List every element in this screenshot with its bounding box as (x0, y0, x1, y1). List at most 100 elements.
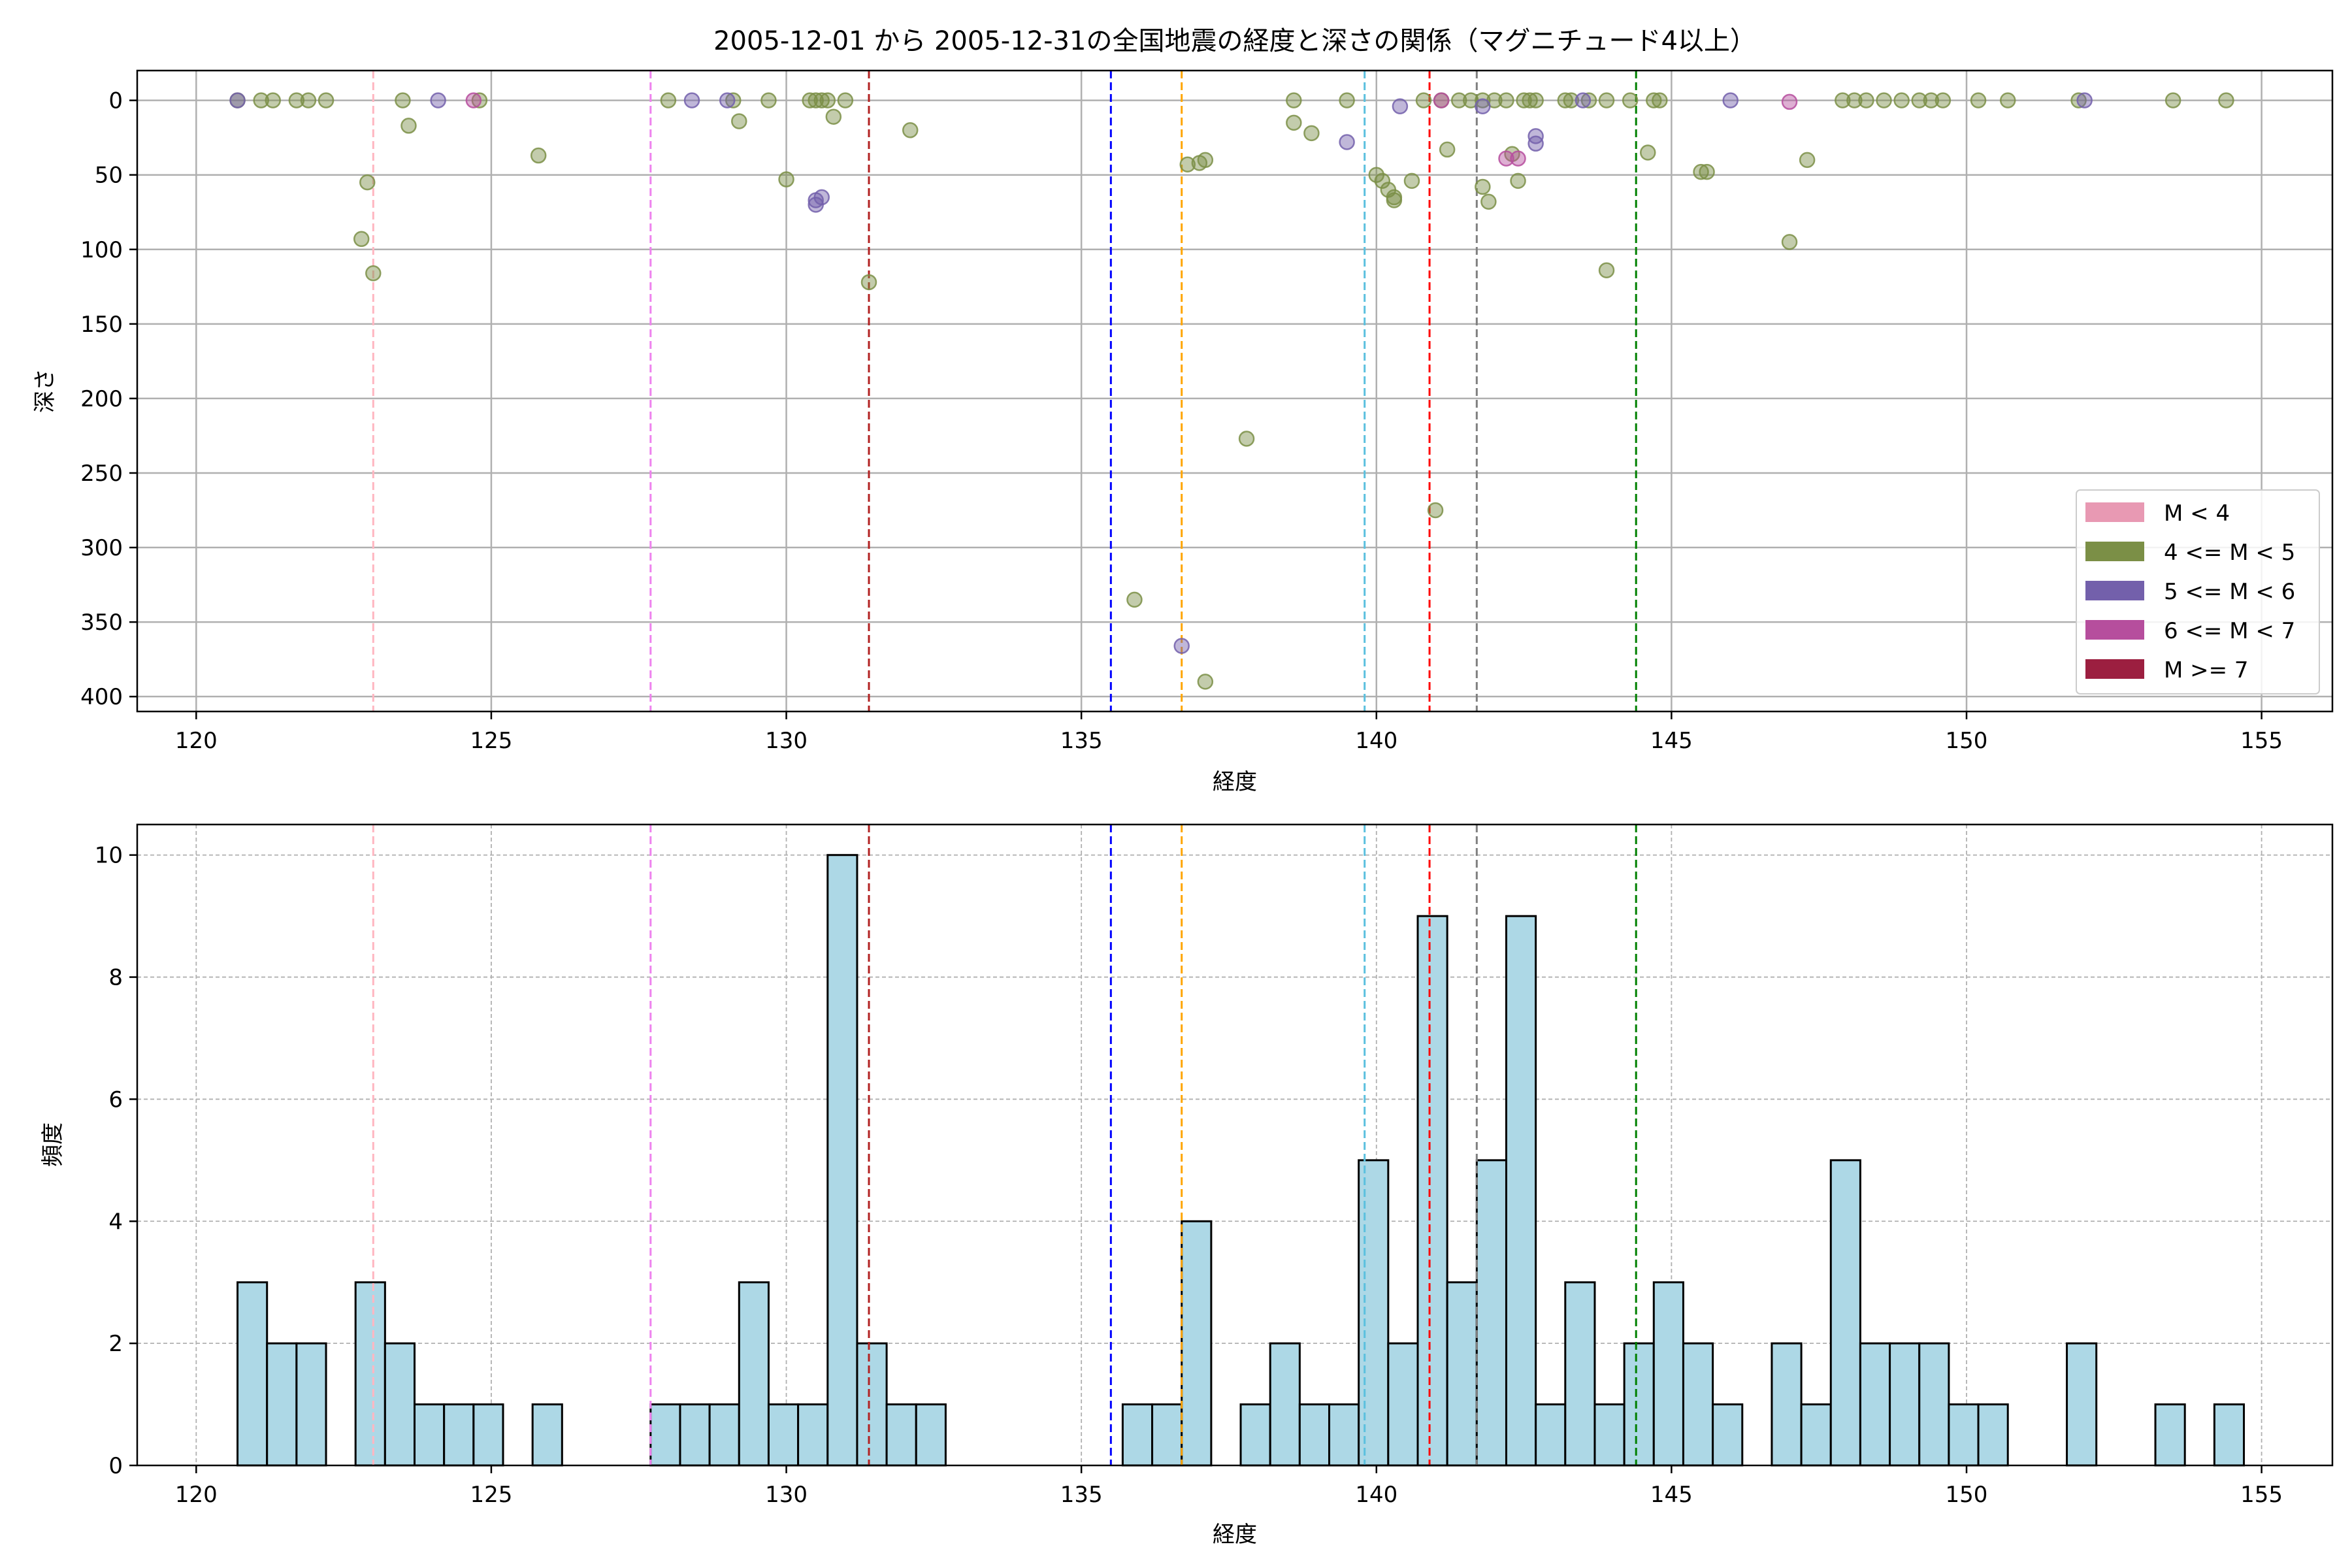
scatter-point (395, 92, 411, 108)
scatter-point (808, 92, 824, 108)
scatter-point (1439, 141, 1456, 158)
scatter-y-tick-label: 200 (80, 386, 123, 412)
scatter-point (1475, 92, 1491, 108)
histogram-x-tick-label: 140 (1355, 1482, 1397, 1508)
scatter-panel: 2005-12-01 から 2005-12-31の全国地震の経度と深さの関係（マ… (32, 26, 2334, 795)
scatter-y-ticks: 0 50 100 150 200 250 300 350 400 (80, 88, 137, 710)
scatter-point (813, 92, 830, 108)
histogram-bar (1298, 1403, 1331, 1467)
legend-swatch (2085, 620, 2144, 640)
scatter-point (1781, 234, 1798, 250)
scatter-point (1498, 92, 1514, 108)
scatter-point (1781, 93, 1798, 110)
scatter-point (1374, 172, 1391, 189)
histogram-bar (295, 1342, 327, 1467)
scatter-point (2164, 92, 2181, 108)
scatter-point (1652, 92, 1668, 108)
scatter-x-tick-label: 120 (175, 728, 218, 754)
histogram-bar (1505, 915, 1537, 1467)
histogram-bar (1859, 1342, 1891, 1467)
scatter-point (1527, 92, 1544, 108)
scatter-point (1527, 128, 1544, 144)
scatter-point (1858, 92, 1874, 108)
scatter-x-tick-label: 145 (1650, 728, 1693, 754)
scatter-y-axis-label: 深さ (32, 368, 58, 413)
histogram-bar (531, 1403, 563, 1467)
scatter-point (359, 174, 376, 191)
histogram-x-axis-label: 経度 (1213, 1522, 1257, 1548)
histogram-bar (1239, 1403, 1271, 1467)
scatter-point (1197, 674, 1214, 690)
scatter-point (1450, 92, 1467, 108)
histogram-bar (797, 1403, 829, 1467)
scatter-point (430, 92, 446, 108)
scatter-point (1510, 172, 1526, 189)
histogram-x-tick-label: 145 (1650, 1482, 1693, 1508)
scatter-point (265, 92, 281, 108)
scatter-point (1935, 92, 1952, 108)
scatter-point (660, 92, 677, 108)
scatter-point (1173, 638, 1190, 654)
histogram-bar (826, 854, 858, 1467)
histogram-bar (472, 1403, 504, 1467)
scatter-point (1893, 92, 1910, 108)
histogram-bar (1889, 1342, 1921, 1467)
histogram-bar (2066, 1342, 2098, 1467)
histogram-bar (1771, 1342, 1803, 1467)
scatter-point (530, 147, 547, 164)
scatter-legend: M < 4 4 <= M < 5 5 <= M < 6 6 <= M < 7 M… (2076, 489, 2320, 694)
histogram-bar (1800, 1403, 1832, 1467)
scatter-point (1386, 189, 1403, 206)
histogram-bar (384, 1342, 416, 1467)
histogram-bar (738, 1281, 770, 1467)
legend-swatch (2085, 502, 2144, 522)
scatter-point (2076, 92, 2093, 108)
histogram-bar (237, 1281, 269, 1467)
scatter-point (365, 265, 382, 282)
legend-label: 4 <= M < 5 (2164, 540, 2295, 566)
scatter-point (1238, 431, 1255, 447)
scatter-point (1835, 92, 1851, 108)
scatter-point (1427, 502, 1444, 519)
histogram-bar (1564, 1281, 1596, 1467)
histogram-x-tick-label: 150 (1946, 1482, 1988, 1508)
legend-label: M >= 7 (2164, 657, 2249, 683)
scatter-point (1646, 92, 1662, 108)
histogram-bar (915, 1403, 947, 1467)
scatter-point (1846, 92, 1863, 108)
scatter-point (1622, 92, 1639, 108)
scatter-point (400, 118, 417, 134)
scatter-point (725, 92, 742, 108)
scatter-point (1368, 167, 1385, 183)
scatter-point (760, 92, 777, 108)
histogram-bar (1712, 1403, 1744, 1467)
histogram-bar (679, 1403, 711, 1467)
histogram-bar (1269, 1342, 1301, 1467)
legend-box (2076, 489, 2320, 694)
scatter-point (1699, 163, 1715, 180)
histogram-x-tick-label: 135 (1060, 1482, 1103, 1508)
scatter-point (860, 274, 877, 291)
scatter-point (353, 231, 370, 248)
scatter-point (1286, 92, 1302, 108)
scatter-y-tick-label: 350 (80, 610, 123, 636)
scatter-points (229, 92, 2234, 690)
histogram-bar (2154, 1403, 2186, 1467)
histogram-bar (1977, 1403, 2009, 1467)
histogram-x-tick-label: 120 (175, 1482, 218, 1508)
histogram-bar (414, 1403, 446, 1467)
histogram-bar (2213, 1403, 2246, 1467)
histogram-axes-frame (136, 823, 2334, 1467)
histogram-reference-lines (372, 825, 1637, 1465)
scatter-point (819, 92, 836, 108)
histogram-bar (1535, 1403, 1567, 1467)
histogram-bar (1446, 1281, 1478, 1467)
histogram-bar (708, 1403, 740, 1467)
histogram-y-tick-label: 0 (108, 1453, 123, 1479)
scatter-point (229, 92, 246, 108)
legend-label: M < 4 (2164, 500, 2230, 527)
scatter-point (1433, 92, 1450, 108)
scatter-point (1522, 92, 1538, 108)
legend-swatch (2085, 581, 2144, 600)
histogram-y-tick-label: 4 (108, 1209, 123, 1235)
